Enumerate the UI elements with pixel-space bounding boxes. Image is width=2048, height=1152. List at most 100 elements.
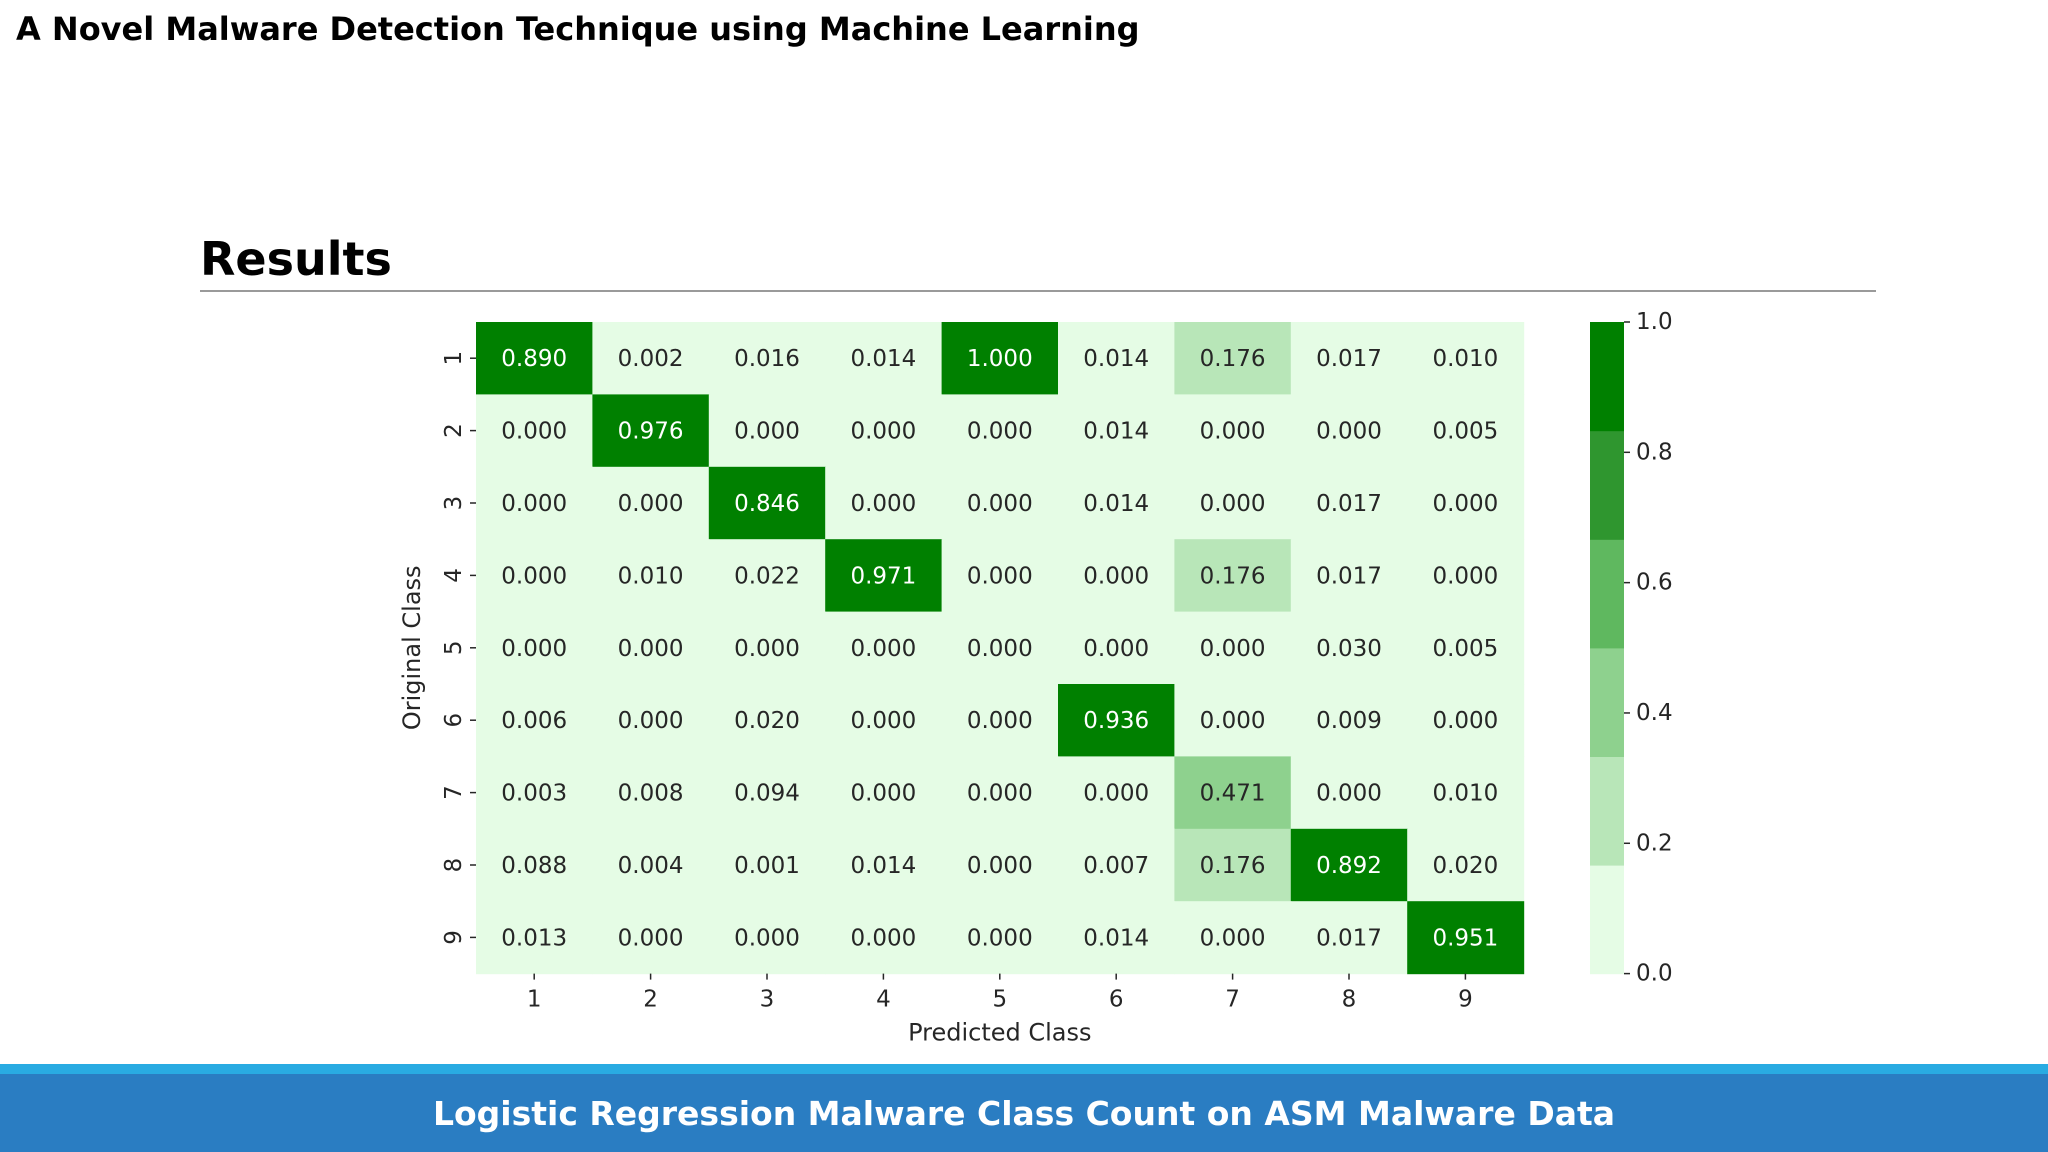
heatmap-cell xyxy=(825,901,943,975)
colorbar-segment xyxy=(1590,865,1624,975)
cell-value-label: 0.010 xyxy=(1432,346,1498,372)
y-tick-label: 7 xyxy=(441,785,467,800)
heatmap-cell xyxy=(825,611,943,685)
colorbar-segment xyxy=(1590,430,1624,540)
cell-value-label: 0.000 xyxy=(618,636,684,662)
y-tick-label: 3 xyxy=(441,496,467,511)
heatmap-cell xyxy=(592,684,710,757)
cell-value-label: 0.005 xyxy=(1432,419,1498,445)
heatmap-cell xyxy=(592,901,710,975)
cell-value-label: 0.030 xyxy=(1316,636,1382,662)
heatmap-cell xyxy=(1058,684,1175,757)
cell-value-label: 0.000 xyxy=(734,925,800,951)
heading-divider xyxy=(200,290,1876,292)
heatmap-cell xyxy=(941,611,1059,685)
heatmap-cells: 0.890 0.002 0.016 0.014 1.000 0.014 0.176 0.017… xyxy=(476,322,1525,975)
cell-value-label: 0.000 xyxy=(850,925,916,951)
heatmap-cell xyxy=(825,466,943,540)
heatmap-cell xyxy=(1174,322,1292,395)
cell-value-label: 0.010 xyxy=(1432,781,1498,807)
cell-value-label: 0.000 xyxy=(1083,563,1149,589)
cell-value-label: 0.088 xyxy=(501,853,567,879)
colorbar-tick-label: 0.4 xyxy=(1636,700,1673,726)
cell-value-label: 0.000 xyxy=(967,419,1033,445)
heatmap-cell xyxy=(1290,611,1408,685)
heatmap-cell xyxy=(825,828,943,902)
heatmap-cell xyxy=(941,322,1059,395)
heatmap-cell xyxy=(708,466,826,540)
cell-value-label: 0.176 xyxy=(1200,853,1266,879)
heatmap-cell xyxy=(825,322,943,395)
y-tick-label: 4 xyxy=(441,568,467,583)
heatmap-cell xyxy=(476,539,593,613)
heatmap-cell xyxy=(1407,684,1525,757)
colorbar-segment xyxy=(1590,322,1624,432)
cell-value-label: 0.976 xyxy=(618,419,684,445)
cell-value-label: 0.014 xyxy=(1083,346,1149,372)
footer-bar: Logistic Regression Malware Class Count … xyxy=(0,1074,2048,1152)
cell-value-label: 1.000 xyxy=(967,346,1033,372)
y-tick-label: 6 xyxy=(441,713,467,728)
heatmap-cell xyxy=(825,684,943,757)
cell-value-label: 0.471 xyxy=(1200,781,1266,807)
heatmap-cell xyxy=(592,539,710,613)
cell-value-label: 0.003 xyxy=(501,781,567,807)
heatmap-cell xyxy=(1174,684,1292,757)
heatmap-cell xyxy=(941,756,1059,830)
y-tick-label: 8 xyxy=(441,858,467,873)
heatmap-cell xyxy=(592,394,710,468)
heatmap-cell xyxy=(1407,828,1525,902)
cell-value-label: 0.094 xyxy=(734,781,800,807)
heatmap-cell xyxy=(1174,901,1292,975)
heatmap-cell xyxy=(1290,394,1408,468)
heatmap-cell xyxy=(592,611,710,685)
heatmap-cell xyxy=(1174,828,1292,902)
heatmap-cell xyxy=(476,901,593,975)
x-tick-label: 8 xyxy=(1342,987,1357,1013)
heatmap-cell xyxy=(1407,611,1525,685)
heatmap-cell xyxy=(1058,394,1175,468)
cell-value-label: 0.000 xyxy=(501,419,567,445)
cell-value-label: 0.000 xyxy=(967,491,1033,517)
heatmap-cell xyxy=(708,322,826,395)
cell-value-label: 0.000 xyxy=(618,708,684,734)
cell-value-label: 0.000 xyxy=(1083,781,1149,807)
heatmap-cell xyxy=(1058,756,1175,830)
cell-value-label: 0.000 xyxy=(1432,563,1498,589)
cell-value-label: 0.022 xyxy=(734,563,800,589)
colorbar-segment xyxy=(1590,539,1624,649)
cell-value-label: 0.014 xyxy=(850,853,916,879)
heatmap-cell xyxy=(941,684,1059,757)
cell-value-label: 0.000 xyxy=(1316,781,1382,807)
cell-value-label: 0.951 xyxy=(1432,925,1498,951)
heatmap-cell xyxy=(476,322,593,395)
x-tick-label: 1 xyxy=(527,987,542,1013)
cell-value-label: 0.000 xyxy=(967,563,1033,589)
cell-value-label: 0.020 xyxy=(1432,853,1498,879)
y-tick-label: 9 xyxy=(441,930,467,945)
heatmap-cell xyxy=(1407,322,1525,395)
heatmap-cell xyxy=(1290,756,1408,830)
heatmap-cell xyxy=(1290,901,1408,975)
heatmap-cell xyxy=(476,684,593,757)
cell-value-label: 0.000 xyxy=(850,636,916,662)
heatmap-cell xyxy=(825,394,943,468)
cell-value-label: 0.176 xyxy=(1200,563,1266,589)
cell-value-label: 0.971 xyxy=(850,563,916,589)
heatmap-cell xyxy=(941,539,1059,613)
cell-value-label: 0.176 xyxy=(1200,346,1266,372)
cell-value-label: 0.000 xyxy=(967,853,1033,879)
cell-value-label: 0.000 xyxy=(967,781,1033,807)
cell-value-label: 0.000 xyxy=(501,491,567,517)
cell-value-label: 0.000 xyxy=(1200,636,1266,662)
cell-value-label: 0.013 xyxy=(501,925,567,951)
heatmap-cell xyxy=(476,828,593,902)
x-axis-label: Predicted Class xyxy=(908,1019,1091,1047)
cell-value-label: 0.005 xyxy=(1432,636,1498,662)
y-tick-label: 1 xyxy=(441,351,467,366)
heatmap-cell xyxy=(708,756,826,830)
heatmap-cell xyxy=(1174,756,1292,830)
heatmap-cell xyxy=(476,611,593,685)
y-axis-label: Original Class xyxy=(398,565,426,730)
heatmap-cell xyxy=(708,394,826,468)
